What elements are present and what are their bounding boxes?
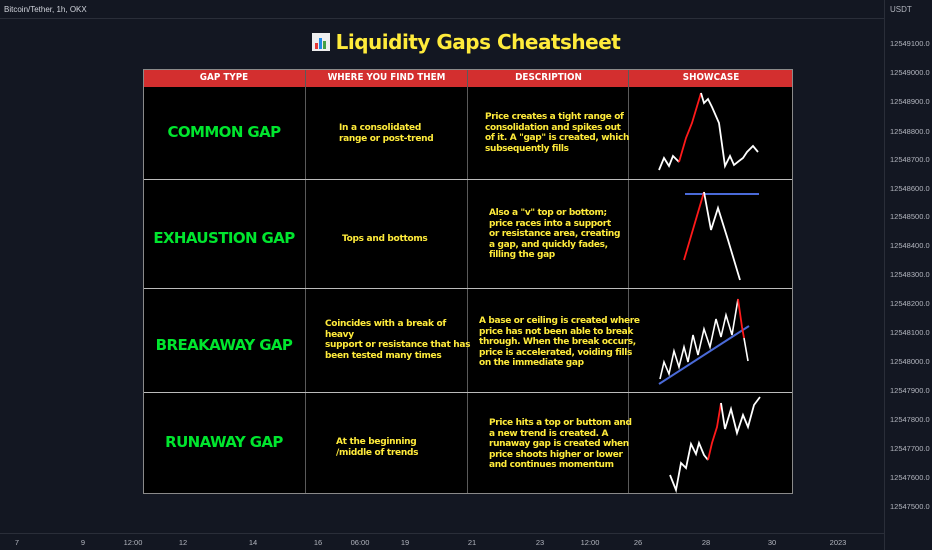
price-axis-tick: 12548800.0 bbox=[890, 127, 930, 136]
where-exhaustion: Tops and bottoms bbox=[342, 234, 428, 244]
gap-type-common: COMMON GAP bbox=[167, 123, 281, 141]
description-common: Price creates a tight range of consolida… bbox=[485, 112, 630, 154]
time-axis-tick: 2023 bbox=[829, 538, 847, 547]
time-axis-tick: 19 bbox=[400, 538, 410, 547]
column-divider bbox=[305, 69, 306, 494]
gap-type-breakaway: BREAKAWAY GAP bbox=[155, 336, 293, 354]
gap-type-runaway: RUNAWAY GAP bbox=[165, 433, 283, 451]
price-axis-tick: 12548400.0 bbox=[890, 241, 930, 250]
bar-chart-icon bbox=[311, 33, 330, 51]
time-axis-tick: 12 bbox=[178, 538, 188, 547]
price-axis-tick: 12548000.0 bbox=[890, 357, 930, 366]
row-divider bbox=[143, 392, 793, 393]
price-axis-tick: 12548100.0 bbox=[890, 328, 930, 337]
page-title: Liquidity Gaps Cheatsheet bbox=[0, 30, 932, 54]
time-axis[interactable] bbox=[0, 533, 884, 550]
gap-type-exhaustion: EXHAUSTION GAP bbox=[153, 229, 295, 247]
price-axis-tick: 12548200.0 bbox=[890, 299, 930, 308]
price-axis-tick: 12548300.0 bbox=[890, 270, 930, 279]
price-axis-tick: 12549100.0 bbox=[890, 39, 930, 48]
time-axis-tick: 14 bbox=[248, 538, 258, 547]
header-divider bbox=[0, 18, 932, 19]
price-axis-tick: 12547600.0 bbox=[890, 473, 930, 482]
column-divider bbox=[467, 69, 468, 494]
time-axis-tick: 26 bbox=[633, 538, 643, 547]
header-description: DESCRIPTION bbox=[515, 72, 582, 83]
chart-symbol-label: Bitcoin/Tether, 1h, OKX bbox=[4, 5, 87, 14]
row-divider bbox=[143, 288, 793, 289]
time-axis-tick: 28 bbox=[701, 538, 711, 547]
price-axis-tick: 12549000.0 bbox=[890, 68, 930, 77]
price-axis-tick: 12547700.0 bbox=[890, 444, 930, 453]
row-divider bbox=[143, 179, 793, 180]
cheatsheet-table: GAP TYPE WHERE YOU FIND THEM DESCRIPTION… bbox=[143, 69, 793, 494]
description-runaway: Price hits a top or buttom and a new tre… bbox=[489, 418, 632, 470]
description-exhaustion: Also a "v" top or bottom; price races in… bbox=[489, 208, 621, 260]
time-axis-tick: 21 bbox=[467, 538, 477, 547]
where-common: In a consolidated range or post-trend bbox=[339, 123, 434, 144]
price-axis-tick: 12547500.0 bbox=[890, 502, 930, 511]
time-axis-tick: 23 bbox=[535, 538, 545, 547]
price-axis-tick: 12548900.0 bbox=[890, 97, 930, 106]
header-showcase: SHOWCASE bbox=[682, 72, 740, 83]
time-axis-tick: 06:00 bbox=[350, 538, 370, 547]
description-breakaway: A base or ceiling is created where price… bbox=[479, 316, 640, 368]
showcase-runaway-chart bbox=[669, 396, 761, 494]
price-axis-tick: 12547900.0 bbox=[890, 386, 930, 395]
price-axis[interactable] bbox=[884, 0, 932, 550]
currency-label: USDT bbox=[890, 5, 912, 14]
title-text: Liquidity Gaps Cheatsheet bbox=[335, 30, 621, 54]
showcase-breakaway-chart bbox=[658, 298, 750, 385]
price-axis-tick: 12548500.0 bbox=[890, 212, 930, 221]
showcase-common-chart bbox=[658, 92, 759, 171]
header-where: WHERE YOU FIND THEM bbox=[327, 72, 446, 83]
time-axis-tick: 9 bbox=[80, 538, 86, 547]
where-runaway: At the beginning /middle of trends bbox=[336, 437, 419, 458]
showcase-exhaustion-chart bbox=[683, 191, 759, 281]
header-gap-type: GAP TYPE bbox=[199, 72, 249, 83]
time-axis-tick: 16 bbox=[313, 538, 323, 547]
time-axis-tick: 12:00 bbox=[580, 538, 600, 547]
price-axis-tick: 12547800.0 bbox=[890, 415, 930, 424]
time-axis-tick: 12:00 bbox=[123, 538, 143, 547]
price-axis-tick: 12548600.0 bbox=[890, 184, 930, 193]
price-axis-tick: 12548700.0 bbox=[890, 155, 930, 164]
column-divider bbox=[628, 69, 629, 494]
where-breakaway: Coincides with a break of heavy support … bbox=[325, 319, 471, 361]
time-axis-tick: 30 bbox=[767, 538, 777, 547]
time-axis-tick: 7 bbox=[14, 538, 20, 547]
